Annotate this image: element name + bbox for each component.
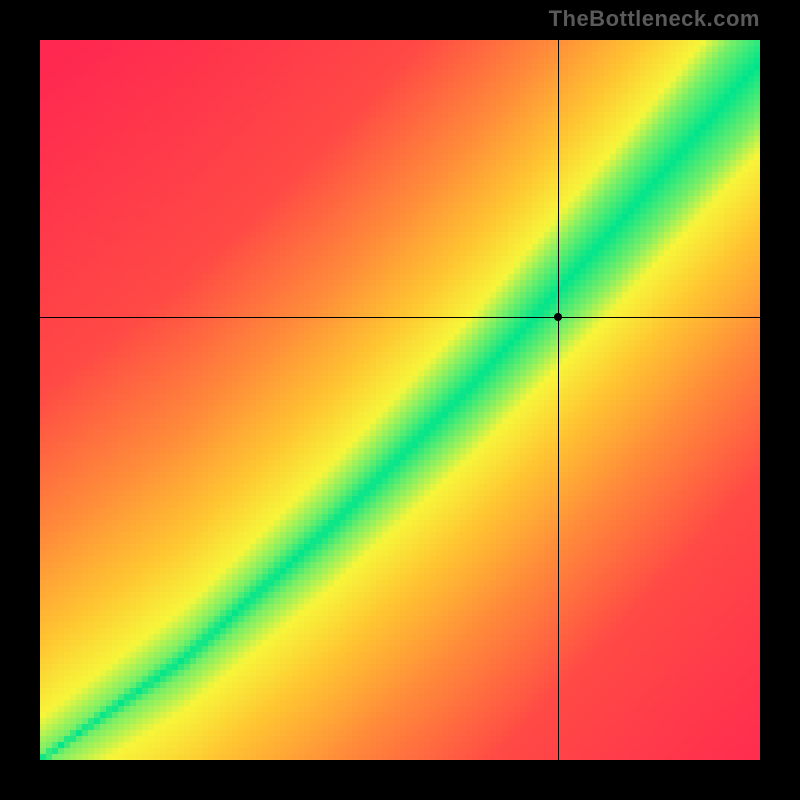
watermark-text: TheBottleneck.com — [549, 6, 760, 32]
crosshair-vertical — [558, 40, 559, 760]
crosshair-horizontal — [40, 317, 760, 318]
plot-area — [40, 40, 760, 760]
crosshair-marker — [554, 313, 562, 321]
chart-container: TheBottleneck.com — [0, 0, 800, 800]
heatmap-canvas — [40, 40, 760, 760]
